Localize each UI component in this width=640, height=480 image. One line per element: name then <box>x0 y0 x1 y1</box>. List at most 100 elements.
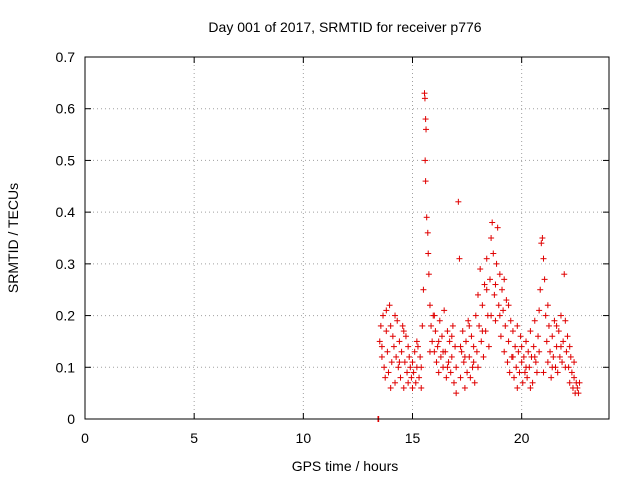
data-point <box>441 307 448 314</box>
data-point <box>399 322 406 329</box>
data-point <box>377 322 384 329</box>
data-point <box>563 348 570 355</box>
data-point <box>413 338 420 345</box>
y-tick-label: 0.2 <box>56 308 76 324</box>
data-point <box>409 359 416 366</box>
data-point <box>390 343 397 350</box>
data-point <box>531 317 538 324</box>
data-point <box>388 359 395 366</box>
data-point <box>511 374 518 381</box>
data-point <box>404 369 411 376</box>
data-point <box>531 353 538 360</box>
data-point <box>500 307 507 314</box>
data-point <box>537 286 544 293</box>
data-point <box>465 317 472 324</box>
data-point <box>438 333 445 340</box>
data-point <box>544 359 551 366</box>
data-point <box>549 333 556 340</box>
data-point <box>523 364 530 371</box>
data-point <box>497 333 504 340</box>
x-tick-label: 5 <box>190 430 198 446</box>
data-point <box>523 338 530 345</box>
data-point <box>571 374 578 381</box>
data-point <box>400 384 407 391</box>
data-point <box>425 271 432 278</box>
data-point <box>422 116 429 123</box>
data-point <box>405 343 412 350</box>
data-point <box>575 390 582 397</box>
data-point <box>554 369 561 376</box>
data-point <box>501 348 508 355</box>
data-point <box>381 364 388 371</box>
data-point <box>478 338 485 345</box>
data-point <box>496 271 503 278</box>
data-point <box>459 328 466 335</box>
data-point <box>408 374 415 381</box>
data-point <box>411 348 418 355</box>
data-point <box>496 312 503 319</box>
data-point <box>424 229 431 236</box>
y-tick-label: 0.6 <box>56 101 76 117</box>
data-point <box>396 359 403 366</box>
data-point <box>456 255 463 262</box>
data-point <box>426 302 433 309</box>
data-point <box>513 364 520 371</box>
data-point <box>483 255 490 262</box>
data-point <box>387 322 394 329</box>
data-point <box>536 307 543 314</box>
data-point <box>479 328 486 335</box>
data-point <box>383 307 390 314</box>
data-point <box>506 369 513 376</box>
data-point <box>544 302 551 309</box>
data-point <box>543 338 550 345</box>
data-point <box>426 348 433 355</box>
data-point <box>422 157 429 164</box>
data-point <box>516 369 523 376</box>
data-point <box>490 250 497 257</box>
data-point <box>562 364 569 371</box>
data-point <box>389 333 396 340</box>
data-point <box>387 384 394 391</box>
data-point <box>393 353 400 360</box>
data-point <box>461 353 468 360</box>
y-tick-label: 0.3 <box>56 256 76 272</box>
data-point <box>476 322 483 329</box>
data-point <box>440 348 447 355</box>
data-point <box>461 384 468 391</box>
data-point <box>505 302 512 309</box>
data-point <box>435 338 442 345</box>
data-point <box>380 312 387 319</box>
data-point <box>553 322 560 329</box>
data-point <box>455 198 462 205</box>
data-point <box>521 369 528 376</box>
x-tick-label: 15 <box>405 430 421 446</box>
data-point <box>468 333 475 340</box>
data-point <box>406 353 413 360</box>
axis-ticks <box>84 56 609 420</box>
data-point <box>384 348 391 355</box>
data-point <box>470 343 477 350</box>
data-point <box>532 359 539 366</box>
data-point <box>402 333 409 340</box>
data-point <box>423 214 430 221</box>
chart-title: Day 001 of 2017, SRMTID for receiver p77… <box>208 19 481 35</box>
data-point <box>518 343 525 350</box>
data-point <box>557 343 564 350</box>
data-point <box>535 333 542 340</box>
data-point <box>409 384 416 391</box>
data-point <box>562 317 569 324</box>
data-point <box>422 178 429 185</box>
data-point <box>527 384 534 391</box>
data-point <box>530 343 537 350</box>
data-point <box>568 369 575 376</box>
data-point <box>538 240 545 247</box>
data-point <box>437 353 444 360</box>
data-point <box>464 369 471 376</box>
data-point <box>386 302 393 309</box>
data-point <box>557 312 564 319</box>
data-point <box>471 379 478 386</box>
data-point <box>567 353 574 360</box>
data-point <box>551 317 558 324</box>
data-point <box>436 317 443 324</box>
data-point <box>421 95 428 102</box>
